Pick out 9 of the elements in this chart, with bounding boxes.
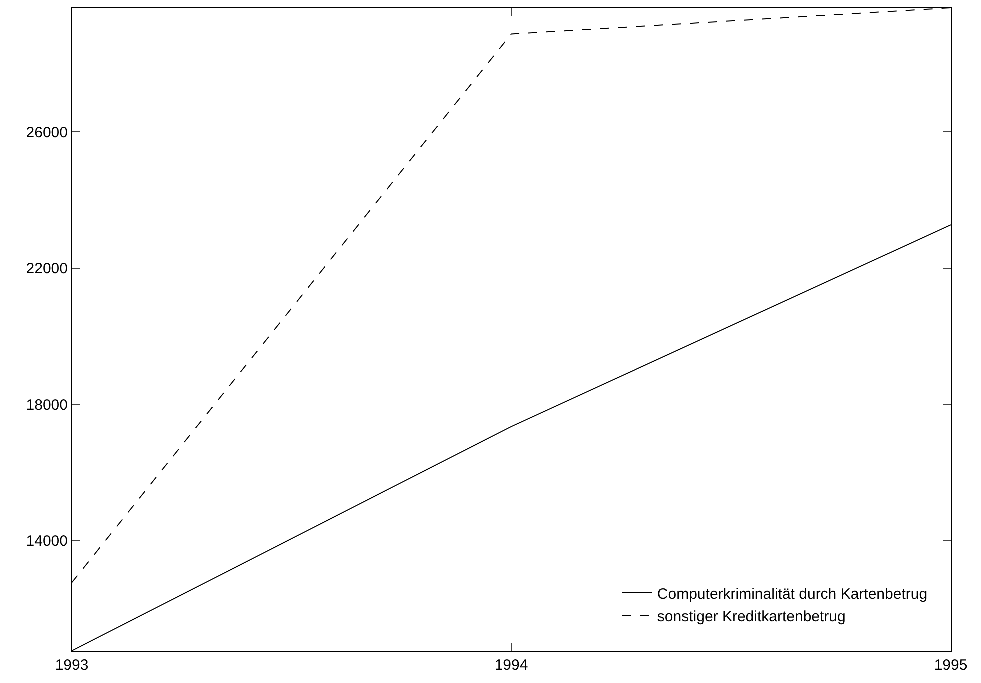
legend-label: Computerkriminalität durch Kartenbetrug bbox=[657, 586, 928, 603]
legend-label: sonstiger Kreditkartenbetrug bbox=[657, 608, 846, 626]
y-tick-label: 14000 bbox=[26, 533, 68, 550]
y-tick-label: 22000 bbox=[26, 260, 68, 278]
x-tick-label: 1994 bbox=[494, 657, 528, 674]
y-tick-label: 26000 bbox=[26, 124, 68, 142]
x-tick-label: 1995 bbox=[934, 657, 968, 674]
x-tick-label: 1993 bbox=[55, 657, 89, 674]
y-tick-label: 18000 bbox=[26, 396, 68, 414]
